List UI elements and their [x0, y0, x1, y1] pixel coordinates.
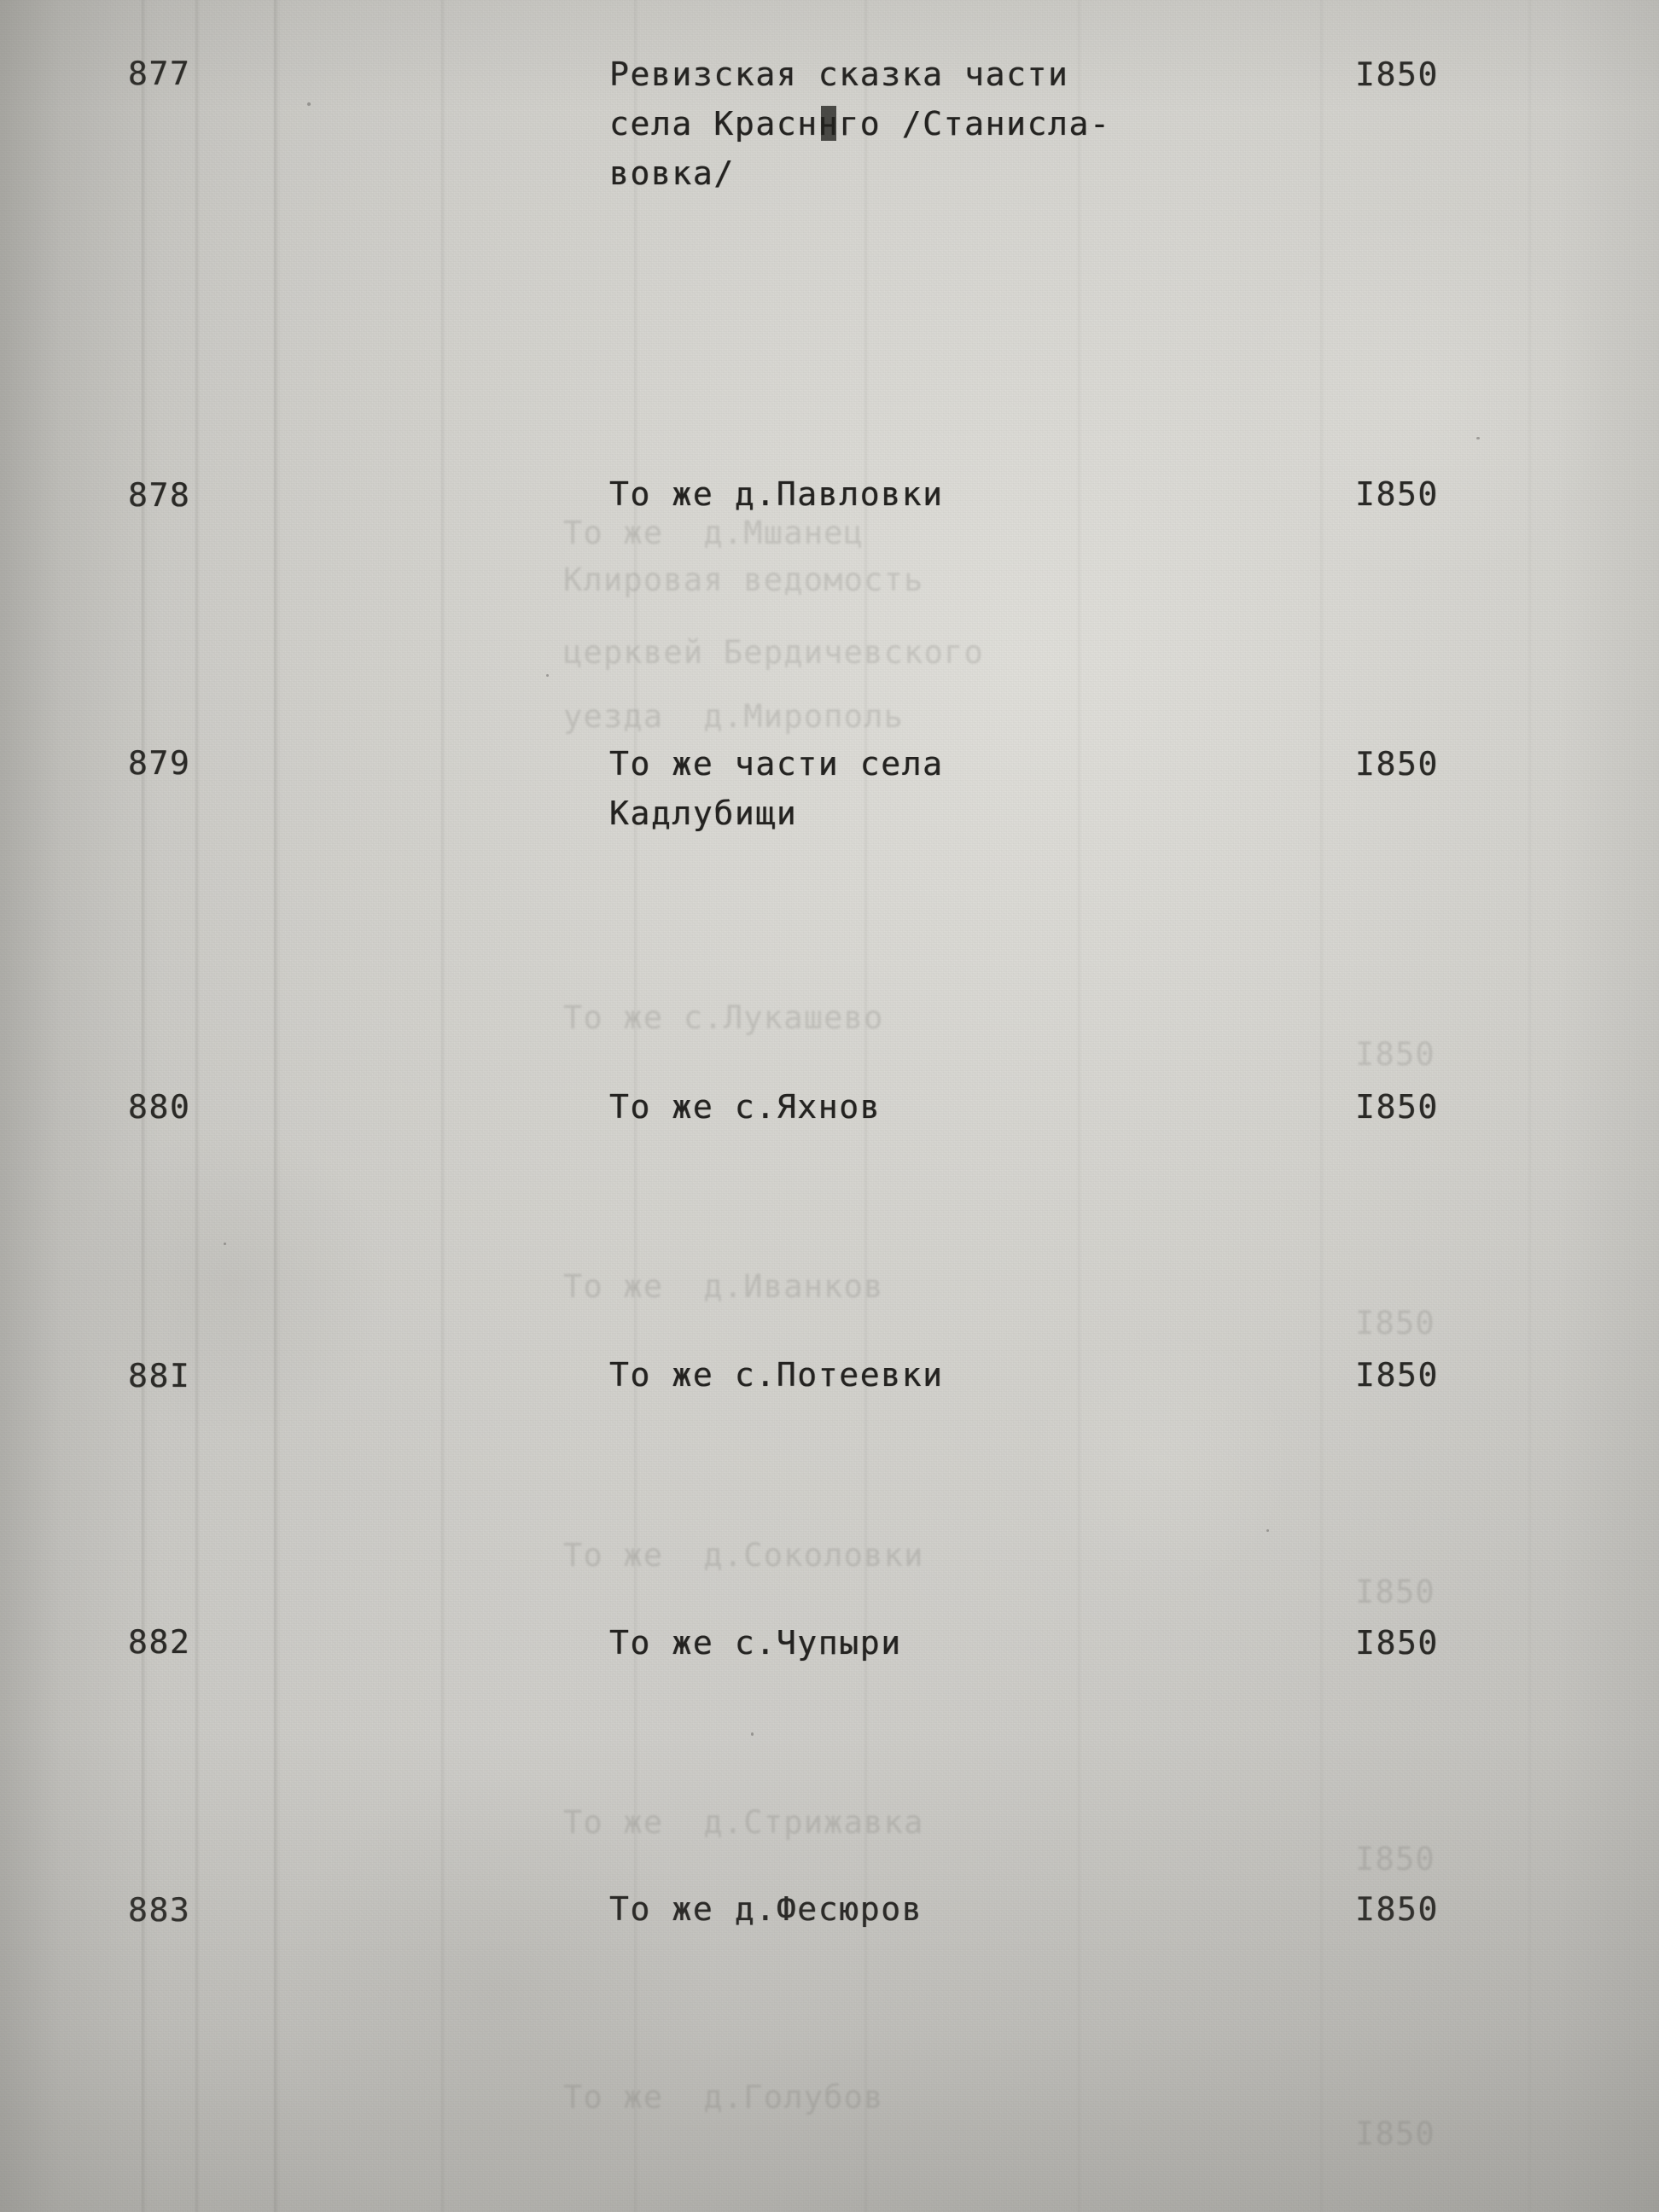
entry-description-line: То же д.Павловки: [609, 475, 944, 513]
entry-number: 877: [127, 54, 191, 93]
entry-description-line: Ревизская сказка части: [609, 55, 1069, 93]
entry-description: То же д.Фесюров: [609, 1884, 923, 1934]
entry-description: То же д.Павловки: [609, 469, 944, 519]
entry-year: I850: [1355, 1088, 1439, 1126]
entry-year: I850: [1354, 1355, 1439, 1394]
entry-number: 88I: [127, 1356, 191, 1395]
entry-description: Ревизская сказка части села Красннго /Ста…: [609, 49, 1110, 198]
entry-year: I850: [1354, 55, 1439, 94]
entry-year: I850: [1355, 475, 1439, 513]
entry-year: I850: [1355, 1624, 1439, 1662]
entry-description-segment: го /Станисла-: [839, 105, 1111, 143]
entry-description-line: То же с.Чупыри: [609, 1624, 902, 1662]
entry-number: 880: [127, 1087, 191, 1126]
entry-description-line: села Красннго /Станисла-: [609, 99, 1110, 148]
entry-description: То же с.Яхнов: [609, 1082, 881, 1132]
entry-number: 883: [127, 1890, 191, 1930]
entry-description-line: То же с.Потеевки: [609, 1356, 944, 1394]
entry-year: I850: [1354, 1889, 1439, 1929]
entry-description-line: То же д.Фесюров: [609, 1890, 923, 1928]
entry-description-line: Кадлубищи: [609, 795, 798, 832]
entry-number: 878: [127, 475, 191, 515]
entry-description-segment: села Красн: [609, 105, 818, 143]
entry-description: То же с.Потеевки: [609, 1350, 944, 1400]
entry-description-line: То же с.Яхнов: [609, 1088, 882, 1126]
entry-description: То же с.Чупыри: [609, 1618, 902, 1668]
entry-description-line: вовка/: [609, 154, 735, 192]
overstruck-character: н: [818, 99, 839, 148]
entry-number: 879: [127, 743, 191, 783]
entry-year: I850: [1354, 744, 1439, 783]
entry-number: 882: [127, 1622, 191, 1662]
entry-description: То же части села Кадлубищи: [609, 739, 944, 838]
entry-description-line: То же части села: [609, 745, 944, 783]
